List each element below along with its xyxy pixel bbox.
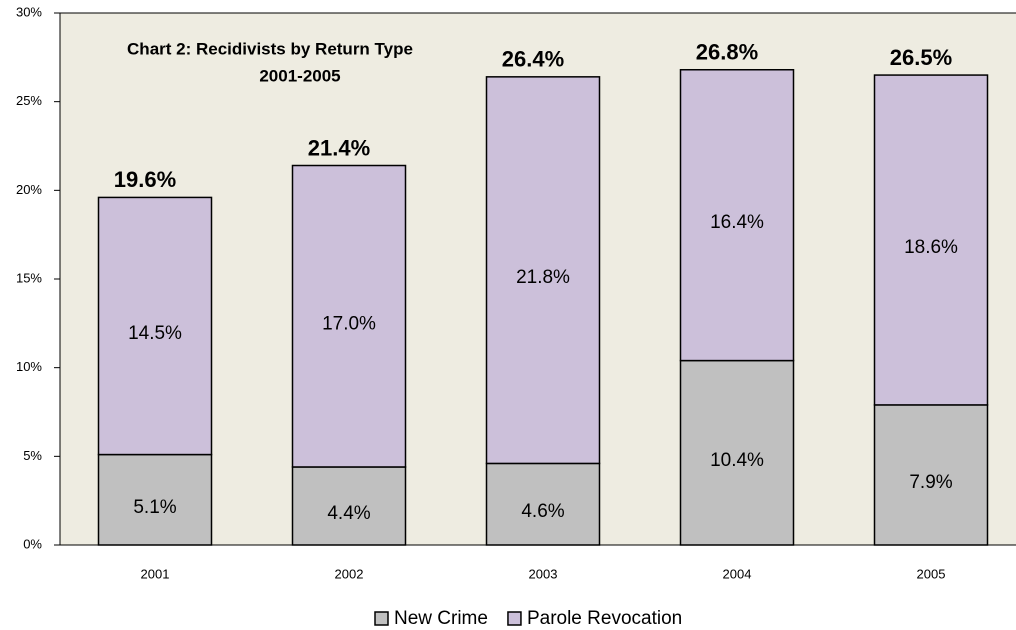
data-label: 5.1% [133, 497, 176, 518]
data-label: 4.4% [327, 503, 370, 524]
x-tick-label: 2002 [335, 566, 364, 581]
x-tick-label: 2004 [723, 566, 752, 581]
y-tick-label: 15% [16, 270, 42, 285]
data-label: 10.4% [710, 450, 764, 471]
x-tick-label: 2005 [917, 566, 946, 581]
y-tick-label: 10% [16, 359, 42, 374]
legend-label: New Crime [394, 608, 488, 629]
total-label: 26.8% [696, 40, 758, 65]
bar-segment [97, 453, 213, 546]
bar-segment [291, 466, 407, 546]
data-label: 18.6% [904, 237, 958, 258]
legend-swatch [374, 611, 389, 626]
bar-segment [485, 462, 601, 546]
data-label: 4.6% [521, 501, 564, 522]
y-tick-label: 20% [16, 182, 42, 197]
total-label: 26.5% [890, 45, 952, 70]
bar-segment [679, 359, 795, 546]
data-label: 16.4% [710, 212, 764, 233]
x-tick-label: 2003 [529, 566, 558, 581]
data-label: 17.0% [322, 313, 376, 334]
chart-subtitle: 2001-2005 [259, 66, 340, 85]
data-label: 7.9% [909, 472, 952, 493]
bar-segment [485, 76, 601, 465]
total-label: 26.4% [502, 47, 564, 72]
data-label: 21.8% [516, 267, 570, 288]
chart-title: Chart 2: Recidivists by Return Type [127, 39, 413, 58]
bar-segment [873, 74, 989, 406]
bar-segment [97, 196, 213, 456]
data-label: 14.5% [128, 323, 182, 344]
x-tick-label: 2001 [141, 566, 170, 581]
y-tick-label: 25% [16, 93, 42, 108]
y-tick-label: 0% [23, 536, 42, 551]
legend-label: Parole Revocation [527, 608, 682, 629]
legend-swatch [507, 611, 522, 626]
bar-segment [291, 164, 407, 468]
bar-segment [679, 68, 795, 362]
bar-segment [873, 404, 989, 546]
total-label: 21.4% [308, 135, 370, 160]
total-label: 19.6% [114, 167, 176, 192]
y-tick-label: 30% [16, 4, 42, 19]
y-tick-label: 5% [23, 448, 42, 463]
